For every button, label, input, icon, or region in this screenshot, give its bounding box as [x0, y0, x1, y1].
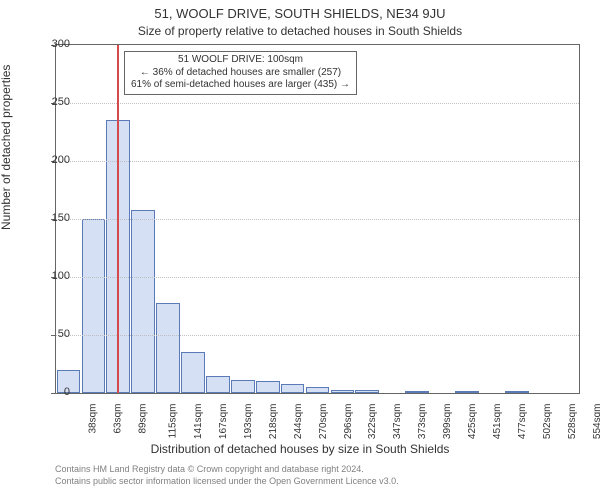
x-tick-label: 167sqm	[218, 404, 229, 440]
x-tick-label: 528sqm	[567, 404, 578, 440]
gridline	[56, 277, 579, 278]
x-tick-label: 554sqm	[592, 404, 600, 440]
x-tick-label: 38sqm	[88, 404, 99, 434]
gridline	[56, 335, 579, 336]
x-tick-label: 502sqm	[542, 404, 553, 440]
x-tick-label: 89sqm	[138, 404, 149, 434]
gridline	[56, 219, 579, 220]
plot-area: 51 WOOLF DRIVE: 100sqm← 36% of detached …	[55, 44, 580, 394]
bar	[331, 390, 355, 393]
bar	[306, 387, 330, 393]
bar	[405, 391, 429, 393]
y-axis-label: Number of detached properties	[0, 65, 13, 230]
x-tick-label: 244sqm	[293, 404, 304, 440]
gridline	[56, 103, 579, 104]
x-tick-label: 373sqm	[417, 404, 428, 440]
y-tick-label: 0	[30, 386, 70, 398]
x-tick-label: 115sqm	[168, 404, 179, 439]
annotation-line: ← 36% of detached houses are smaller (25…	[131, 67, 350, 80]
x-tick-label: 347sqm	[392, 404, 403, 440]
footer-line-1: Contains HM Land Registry data © Crown c…	[55, 464, 580, 474]
y-tick-label: 100	[30, 270, 70, 282]
bar	[231, 380, 255, 393]
x-axis-label: Distribution of detached houses by size …	[0, 442, 600, 456]
bar	[281, 384, 305, 393]
bar	[355, 390, 379, 393]
annotation-line: 51 WOOLF DRIVE: 100sqm	[131, 54, 350, 67]
bar	[455, 391, 479, 393]
y-tick-label: 200	[30, 154, 70, 166]
x-tick-label: 141sqm	[193, 404, 204, 440]
x-tick-label: 425sqm	[467, 404, 478, 440]
bar	[256, 381, 280, 393]
footer-line-2: Contains public sector information licen…	[55, 476, 580, 486]
x-tick-label: 399sqm	[442, 404, 453, 440]
x-tick-label: 270sqm	[318, 404, 329, 440]
annotation-line: 61% of semi-detached houses are larger (…	[131, 79, 350, 92]
annotation-box: 51 WOOLF DRIVE: 100sqm← 36% of detached …	[124, 51, 357, 95]
bar	[82, 219, 106, 393]
bar	[156, 303, 180, 393]
x-tick-label: 218sqm	[268, 404, 279, 440]
y-tick-label: 300	[30, 38, 70, 50]
y-tick-label: 150	[30, 212, 70, 224]
y-tick-label: 250	[30, 96, 70, 108]
x-tick-label: 63sqm	[113, 404, 124, 434]
x-tick-label: 477sqm	[517, 404, 528, 440]
x-tick-label: 193sqm	[243, 404, 254, 440]
x-tick-label: 296sqm	[343, 404, 354, 440]
x-tick-label: 451sqm	[492, 404, 503, 440]
chart-subtitle: Size of property relative to detached ho…	[0, 24, 600, 38]
property-marker-line	[117, 45, 119, 393]
bar	[181, 352, 205, 393]
x-tick-label: 322sqm	[367, 404, 378, 440]
y-tick-label: 50	[30, 328, 70, 340]
gridline	[56, 161, 579, 162]
bar	[131, 210, 155, 393]
bar	[206, 376, 230, 393]
bar	[505, 391, 529, 393]
chart-title: 51, WOOLF DRIVE, SOUTH SHIELDS, NE34 9JU	[0, 6, 600, 21]
chart-container: 51, WOOLF DRIVE, SOUTH SHIELDS, NE34 9JU…	[0, 0, 600, 500]
